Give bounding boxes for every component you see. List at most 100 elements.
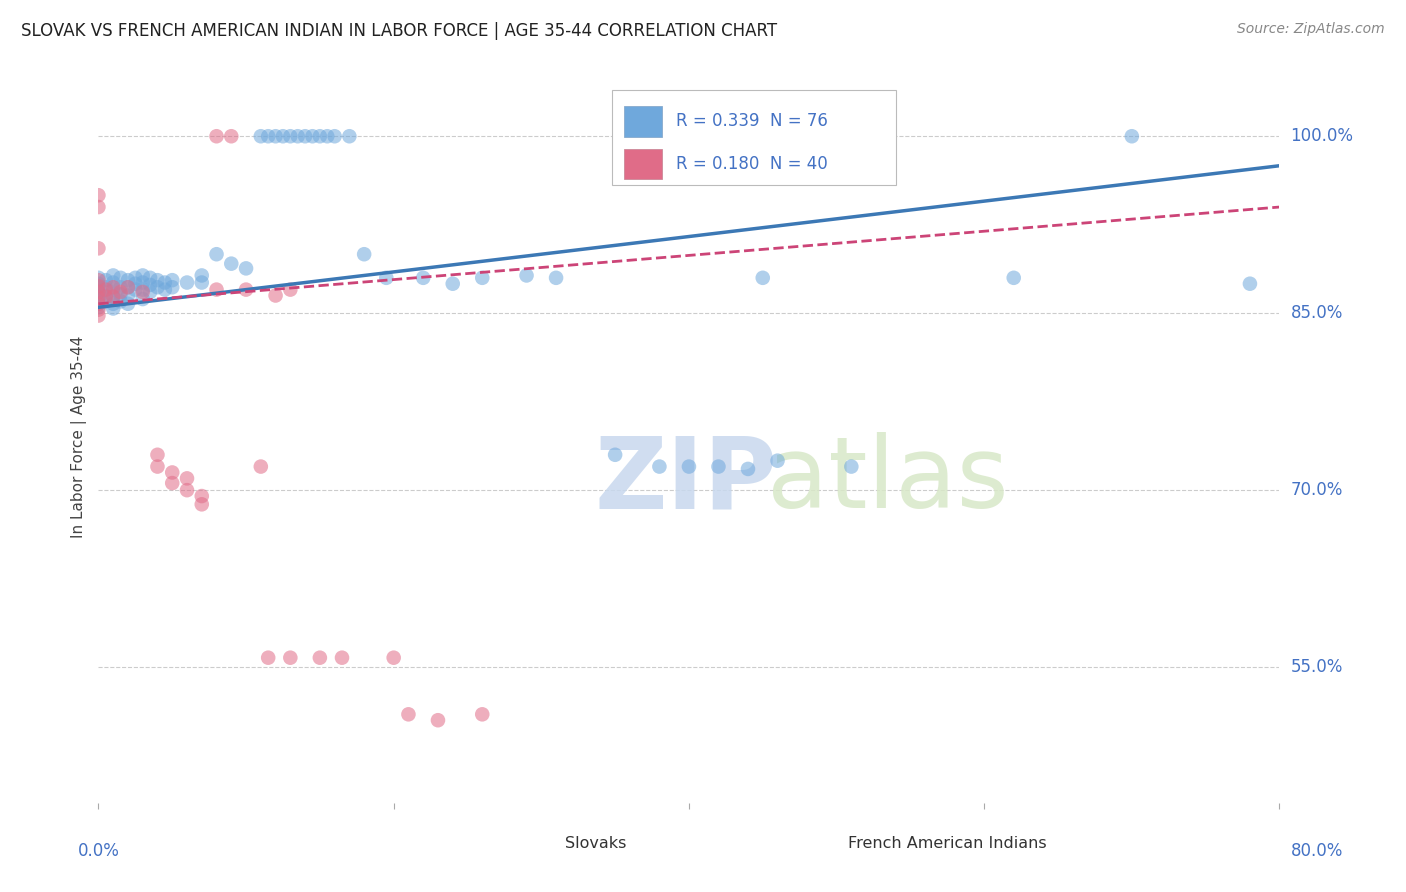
Point — [94, 283, 117, 297]
Point — [162, 476, 183, 491]
Point — [124, 270, 146, 285]
Point — [678, 459, 700, 474]
Point — [1002, 270, 1025, 285]
Point — [205, 283, 228, 297]
Point — [87, 241, 110, 255]
Point — [87, 285, 110, 299]
Point — [339, 129, 361, 144]
Point — [648, 459, 671, 474]
Point — [132, 283, 155, 297]
Point — [766, 453, 789, 467]
Point — [139, 285, 162, 299]
Point — [94, 280, 117, 294]
Text: Source: ZipAtlas.com: Source: ZipAtlas.com — [1237, 22, 1385, 37]
Point — [87, 188, 110, 202]
Point — [139, 270, 162, 285]
Point — [221, 129, 243, 144]
Point — [323, 129, 346, 144]
Point — [250, 459, 273, 474]
Point — [94, 288, 117, 302]
Point — [146, 448, 169, 462]
Text: 100.0%: 100.0% — [1291, 128, 1354, 145]
Point — [87, 291, 110, 305]
Point — [287, 129, 309, 144]
Point — [110, 285, 132, 299]
Point — [707, 459, 730, 474]
Point — [309, 650, 332, 665]
Point — [87, 309, 110, 323]
Point — [382, 650, 405, 665]
Point — [257, 650, 280, 665]
Text: SLOVAK VS FRENCH AMERICAN INDIAN IN LABOR FORCE | AGE 35-44 CORRELATION CHART: SLOVAK VS FRENCH AMERICAN INDIAN IN LABO… — [21, 22, 778, 40]
Text: 80.0%: 80.0% — [1291, 842, 1343, 860]
Point — [124, 283, 146, 297]
Point — [176, 471, 198, 485]
Point — [87, 200, 110, 214]
Point — [250, 129, 273, 144]
Point — [139, 277, 162, 292]
Point — [176, 483, 198, 498]
Point — [330, 650, 353, 665]
Point — [87, 279, 110, 293]
Point — [110, 287, 132, 301]
FancyBboxPatch shape — [612, 90, 896, 186]
Point — [280, 129, 302, 144]
Text: atlas: atlas — [766, 433, 1008, 530]
Point — [546, 270, 568, 285]
Point — [205, 247, 228, 261]
Text: ZIP: ZIP — [595, 433, 778, 530]
Point — [353, 247, 375, 261]
Point — [427, 713, 450, 727]
Point — [103, 301, 125, 316]
Point — [471, 707, 494, 722]
Point — [1121, 129, 1143, 144]
Point — [176, 276, 198, 290]
Point — [235, 283, 257, 297]
Point — [191, 497, 214, 511]
Point — [309, 129, 332, 144]
Point — [280, 283, 302, 297]
Point — [316, 129, 339, 144]
Point — [110, 280, 132, 294]
Point — [162, 280, 183, 294]
Text: 0.0%: 0.0% — [77, 842, 120, 860]
Point — [87, 277, 110, 291]
Point — [412, 270, 434, 285]
Point — [117, 280, 139, 294]
Point — [264, 288, 287, 302]
Point — [441, 277, 464, 291]
Point — [103, 283, 125, 297]
Point — [117, 297, 139, 311]
Point — [110, 294, 132, 309]
Point — [117, 288, 139, 302]
Point — [737, 462, 759, 476]
Point — [87, 301, 110, 315]
Point — [191, 489, 214, 503]
Point — [110, 270, 132, 285]
Point — [221, 257, 243, 271]
Point — [94, 273, 117, 287]
Text: 70.0%: 70.0% — [1291, 481, 1343, 500]
Text: Slovaks: Slovaks — [565, 836, 626, 851]
Point — [153, 276, 176, 290]
Point — [87, 280, 110, 294]
Point — [132, 292, 155, 306]
FancyBboxPatch shape — [523, 831, 553, 855]
Point — [103, 280, 125, 294]
FancyBboxPatch shape — [624, 149, 662, 179]
Point — [146, 280, 169, 294]
Point — [294, 129, 316, 144]
Text: 85.0%: 85.0% — [1291, 304, 1343, 322]
Point — [103, 290, 125, 304]
Point — [841, 459, 863, 474]
Point — [191, 268, 214, 283]
Point — [87, 273, 110, 287]
Point — [103, 276, 125, 290]
Point — [132, 285, 155, 299]
Text: R = 0.180  N = 40: R = 0.180 N = 40 — [676, 155, 828, 173]
FancyBboxPatch shape — [624, 106, 662, 136]
Point — [87, 270, 110, 285]
Text: 55.0%: 55.0% — [1291, 658, 1343, 676]
Point — [471, 270, 494, 285]
Point — [103, 290, 125, 304]
